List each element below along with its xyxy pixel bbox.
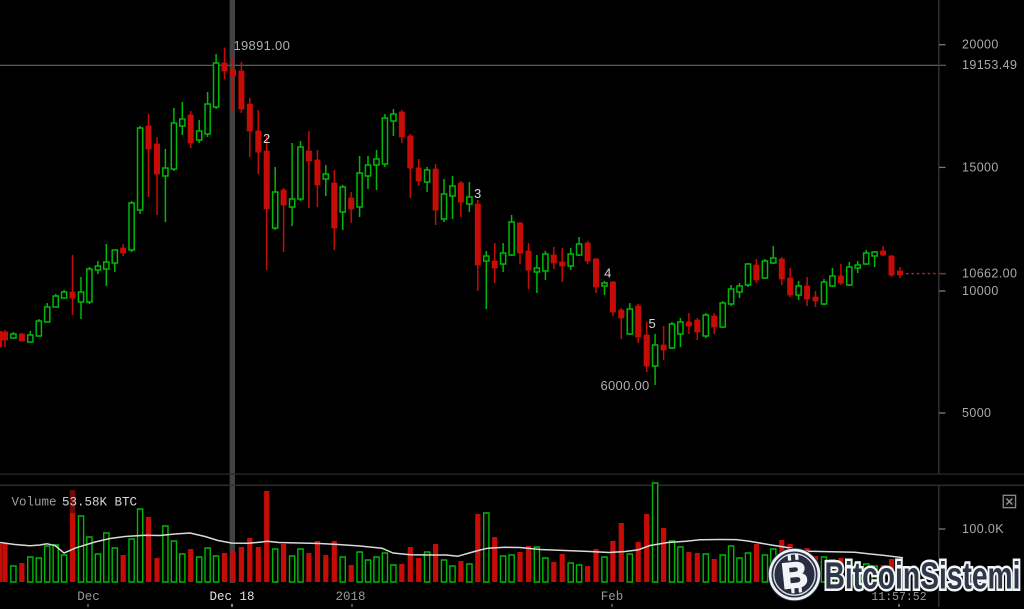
svg-text:20000: 20000: [962, 38, 999, 52]
svg-text:5000: 5000: [962, 406, 991, 420]
svg-text:53.58K BTC: 53.58K BTC: [62, 496, 137, 510]
svg-text:2: 2: [263, 131, 270, 146]
svg-text:19153.49: 19153.49: [962, 58, 1017, 72]
svg-text:15000: 15000: [962, 160, 999, 174]
svg-text:Dec 18: Dec 18: [209, 590, 254, 604]
svg-text:2018: 2018: [335, 590, 365, 604]
svg-text:100.0K: 100.0K: [962, 522, 1004, 536]
svg-text:5: 5: [648, 316, 655, 331]
svg-text:11:57:52: 11:57:52: [871, 591, 926, 604]
svg-text:6000.00: 6000.00: [601, 378, 650, 393]
svg-text:19891.00: 19891.00: [234, 38, 291, 53]
svg-text:10662.00: 10662.00: [962, 267, 1017, 281]
svg-text:Dec: Dec: [77, 590, 100, 604]
svg-text:Feb: Feb: [601, 590, 624, 604]
svg-text:4: 4: [604, 266, 611, 281]
svg-text:Volume: Volume: [12, 496, 57, 510]
svg-text:BitcoinSistemi: BitcoinSistemi: [825, 556, 1021, 598]
svg-text:3: 3: [474, 186, 481, 201]
svg-text:10000: 10000: [962, 284, 999, 298]
svg-text:B: B: [779, 553, 809, 596]
